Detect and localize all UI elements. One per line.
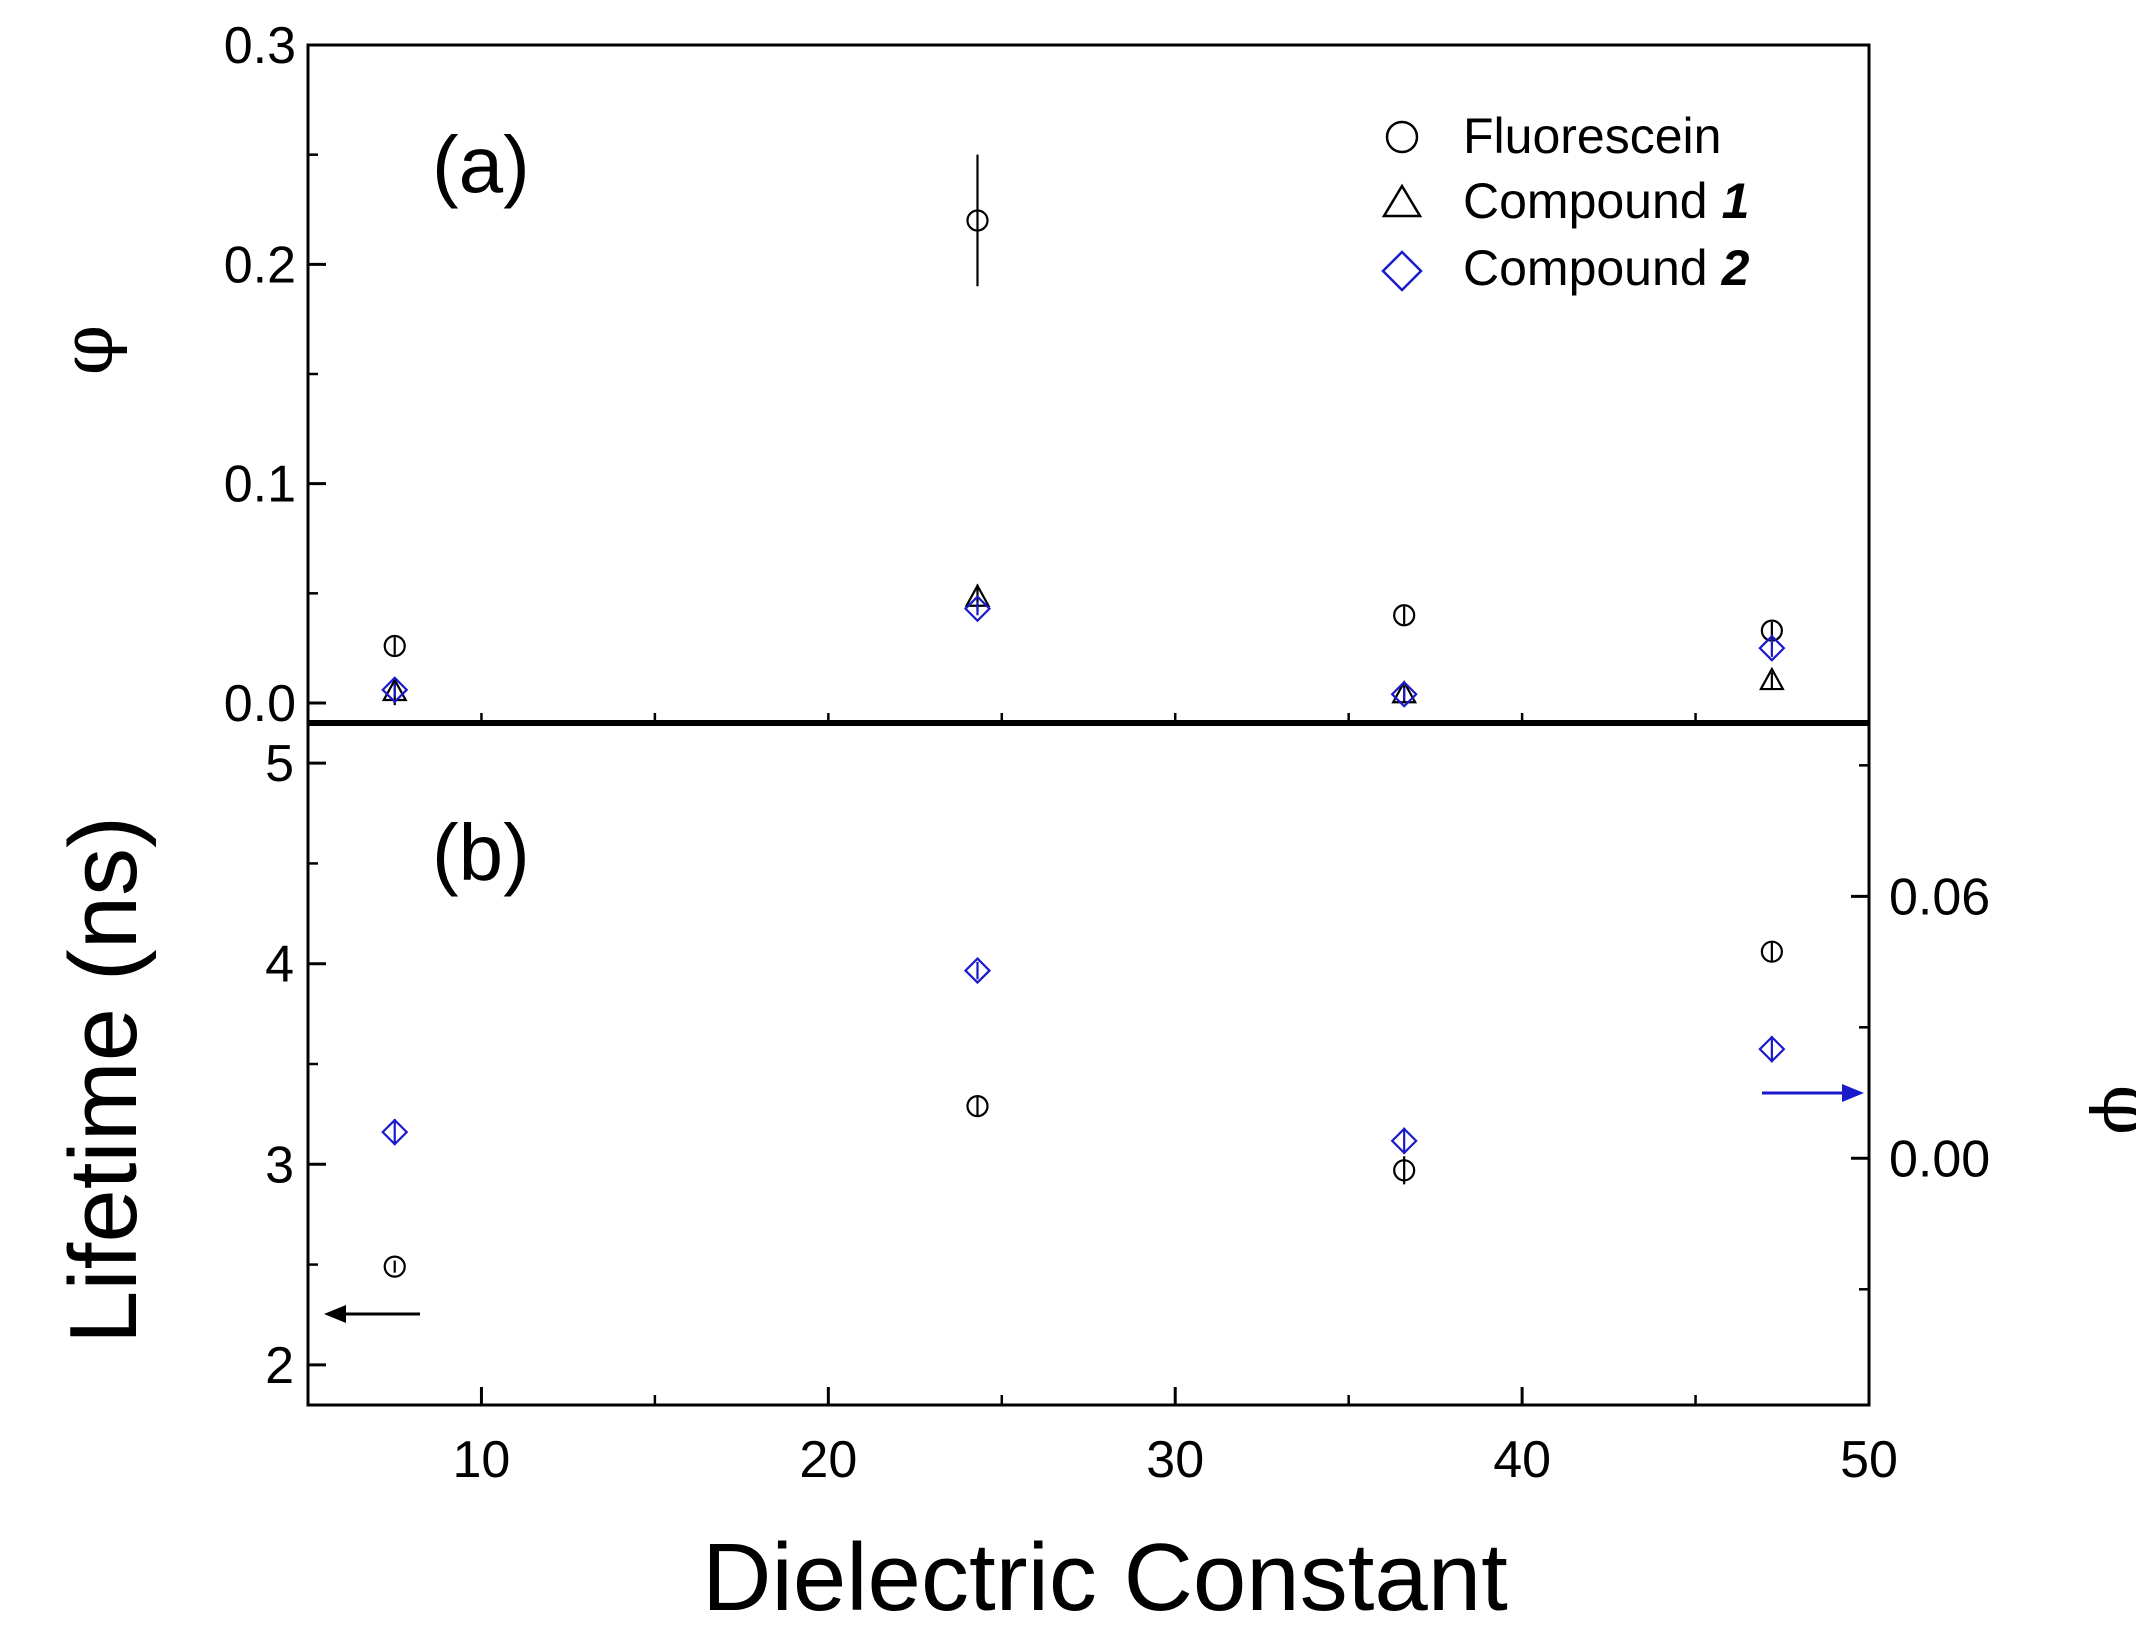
panel-a-y-tick-label: 0.3 bbox=[224, 17, 296, 75]
panel-b-fluorescein-lifetime-point bbox=[966, 1095, 989, 1118]
panel-b-compound-2--point bbox=[1390, 1127, 1418, 1155]
x-tick-label: 20 bbox=[799, 1431, 857, 1489]
panel-a-y-axis-title: φ bbox=[45, 325, 129, 375]
panel-a-compound-2-point bbox=[1758, 634, 1786, 662]
panel-a-compound-1-point bbox=[1759, 666, 1785, 691]
panel-b-y-axis-title: Lifetime (ns) bbox=[50, 816, 157, 1344]
panel-b-y-tick-label: 5 bbox=[265, 735, 294, 793]
x-tick-label: 40 bbox=[1493, 1431, 1551, 1489]
panel-b-y2-axis-title: φ bbox=[2087, 1085, 2136, 1135]
panel-b-fluorescein-lifetime-point bbox=[383, 1255, 406, 1278]
x-axis-title: Dielectric Constant bbox=[702, 1524, 1508, 1631]
panel-b-y-tick-label: 3 bbox=[265, 1136, 294, 1194]
panel-b-fluorescein-lifetime-point bbox=[1760, 940, 1783, 963]
panel-a-y-tick-label: 0.0 bbox=[224, 675, 296, 733]
panel-a-compound-2-point bbox=[963, 595, 992, 623]
panel-a-compound-2-point bbox=[1390, 680, 1418, 708]
panel-a-y-tick-label: 0.2 bbox=[224, 236, 296, 294]
legend-circle-marker bbox=[1385, 120, 1419, 154]
legend-entry-compound-2: Compound 2 bbox=[1463, 240, 1750, 296]
panel-b-frame bbox=[306, 721, 1871, 1407]
panel-b-y2-tick-label: 0.00 bbox=[1889, 1130, 1990, 1188]
panel-a-fluorescein-point bbox=[966, 209, 989, 232]
panel-a-y-tick-label: 0.1 bbox=[224, 456, 296, 514]
panel-a-compound-1-point bbox=[381, 677, 408, 702]
panel-a-fluorescein-point bbox=[383, 634, 406, 658]
legend-diamond-marker bbox=[1381, 250, 1423, 292]
legend-triangle-marker bbox=[1381, 183, 1423, 218]
panel-b-compound-2--point bbox=[1758, 1035, 1786, 1063]
panel-b-compound-2--point bbox=[963, 957, 992, 985]
ticks-layer: 0.0 0.1 0.2 0.3 2 3 4 5 0.00 0.06 10 20 30 40 50 bbox=[224, 17, 1991, 1489]
legend-entry-compound-1: Compound 1 bbox=[1463, 173, 1749, 229]
panel-a-compound-2-point bbox=[381, 676, 409, 704]
x-tick-label: 50 bbox=[1840, 1431, 1898, 1489]
panel-b-y2-tick-label: 0.06 bbox=[1889, 868, 1990, 926]
legend: Fluorescein Compound 1 Compound 2 bbox=[1381, 108, 1750, 296]
panel-b-compound-2--point bbox=[381, 1118, 409, 1146]
x-tick-label: 10 bbox=[453, 1431, 511, 1489]
panel-a-label: (a) bbox=[432, 120, 530, 209]
marks-layer bbox=[381, 154, 1786, 1278]
panel-b-y-tick-label: 4 bbox=[265, 936, 294, 994]
x-tick-label: 30 bbox=[1146, 1431, 1204, 1489]
arrow-right-axis bbox=[1762, 1084, 1864, 1102]
panel-b-label: (b) bbox=[432, 808, 530, 897]
legend-entry-fluorescein: Fluorescein bbox=[1463, 108, 1721, 164]
panel-b-y-tick-label: 2 bbox=[265, 1337, 294, 1395]
arrow-left-axis bbox=[324, 1305, 420, 1323]
panel-a-fluorescein-point bbox=[1393, 604, 1416, 627]
panel-a-compound-1-point bbox=[1391, 679, 1418, 704]
panel-b-fluorescein-lifetime-point bbox=[1393, 1159, 1416, 1182]
